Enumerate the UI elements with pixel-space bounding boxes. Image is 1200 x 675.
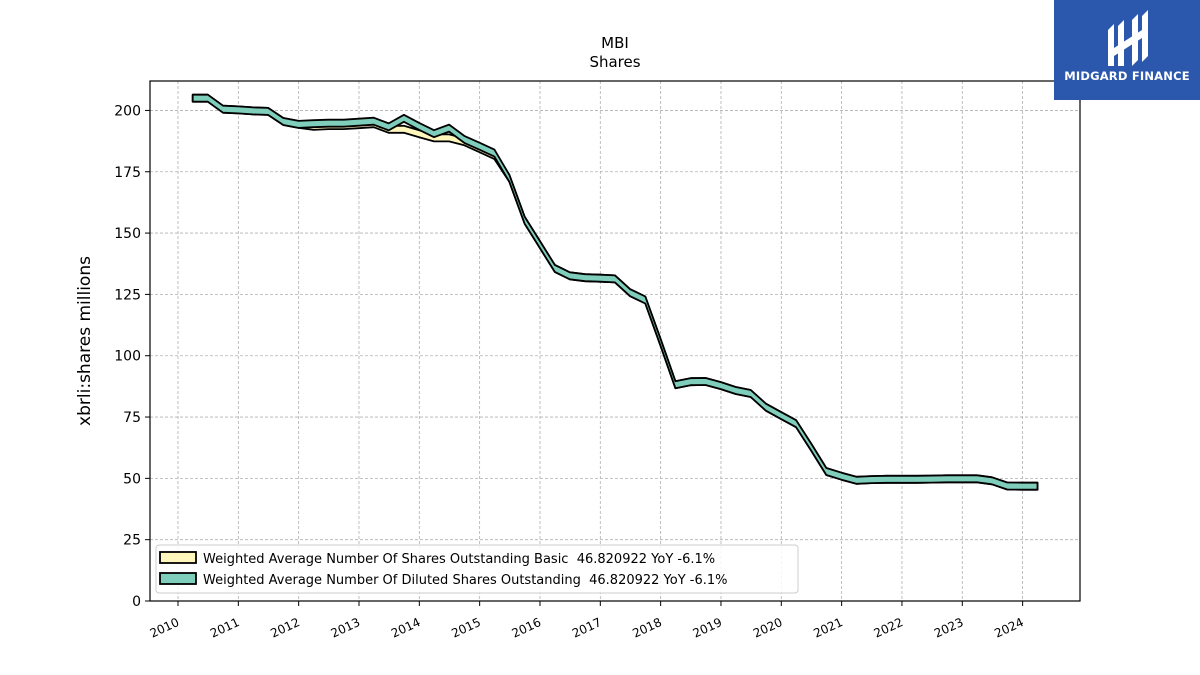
legend-swatch <box>159 551 197 564</box>
y-axis-label: xbrli:shares millions <box>75 256 95 426</box>
x-tick-label: 2023 <box>932 615 966 641</box>
x-tick-label: 2019 <box>691 615 725 641</box>
x-tick-label: 2018 <box>630 615 664 641</box>
x-axis: 2010 2011 2012 2013 2014 2015 2016 2017 2018 2019… <box>148 601 1026 641</box>
y-axis: 0 25 50 75 100 125 150 175 200 <box>114 103 150 610</box>
legend-label: Weighted Average Number Of Diluted Share… <box>203 573 728 588</box>
x-tick-label: 2013 <box>329 615 363 641</box>
brand-logo: MIDGARD FINANCE <box>1054 0 1200 100</box>
y-tick-label: 50 <box>123 471 141 487</box>
logo-text: MIDGARD FINANCE <box>1064 69 1190 83</box>
y-tick-label: 25 <box>123 533 141 549</box>
x-tick-label: 2017 <box>570 615 604 641</box>
logo-mark-icon <box>1108 10 1148 66</box>
y-tick-label: 125 <box>114 287 141 303</box>
series-2-band <box>191 93 1039 491</box>
x-tick-label: 2020 <box>751 615 785 641</box>
grid <box>150 81 1080 602</box>
x-tick-label: 2011 <box>208 615 242 641</box>
y-tick-label: 150 <box>114 226 141 242</box>
x-tick-label: 2014 <box>389 615 423 641</box>
x-tick-label: 2016 <box>510 615 544 641</box>
chart-subtitle: Shares <box>589 53 640 71</box>
series-1-band <box>191 93 1039 491</box>
x-tick-label: 2022 <box>872 615 906 641</box>
plot-frame <box>149 80 1081 602</box>
x-tick-label: 2024 <box>992 615 1026 641</box>
legend-box <box>155 544 799 594</box>
x-tick-label: 2021 <box>811 615 845 641</box>
y-tick-label: 175 <box>114 165 141 181</box>
y-tick-label: 75 <box>123 410 141 426</box>
y-tick-label: 200 <box>114 103 141 119</box>
legend: Weighted Average Number Of Shares Outsta… <box>155 544 799 594</box>
legend-label: Weighted Average Number Of Shares Outsta… <box>203 552 715 567</box>
x-tick-label: 2015 <box>449 615 483 641</box>
x-tick-label: 2010 <box>148 615 182 641</box>
series-layer <box>191 93 1039 491</box>
x-tick-label: 2012 <box>268 615 302 641</box>
y-tick-label: 0 <box>132 594 141 610</box>
legend-swatch <box>159 572 197 585</box>
y-tick-label: 100 <box>114 349 141 365</box>
chart-title: MBI <box>601 34 629 52</box>
